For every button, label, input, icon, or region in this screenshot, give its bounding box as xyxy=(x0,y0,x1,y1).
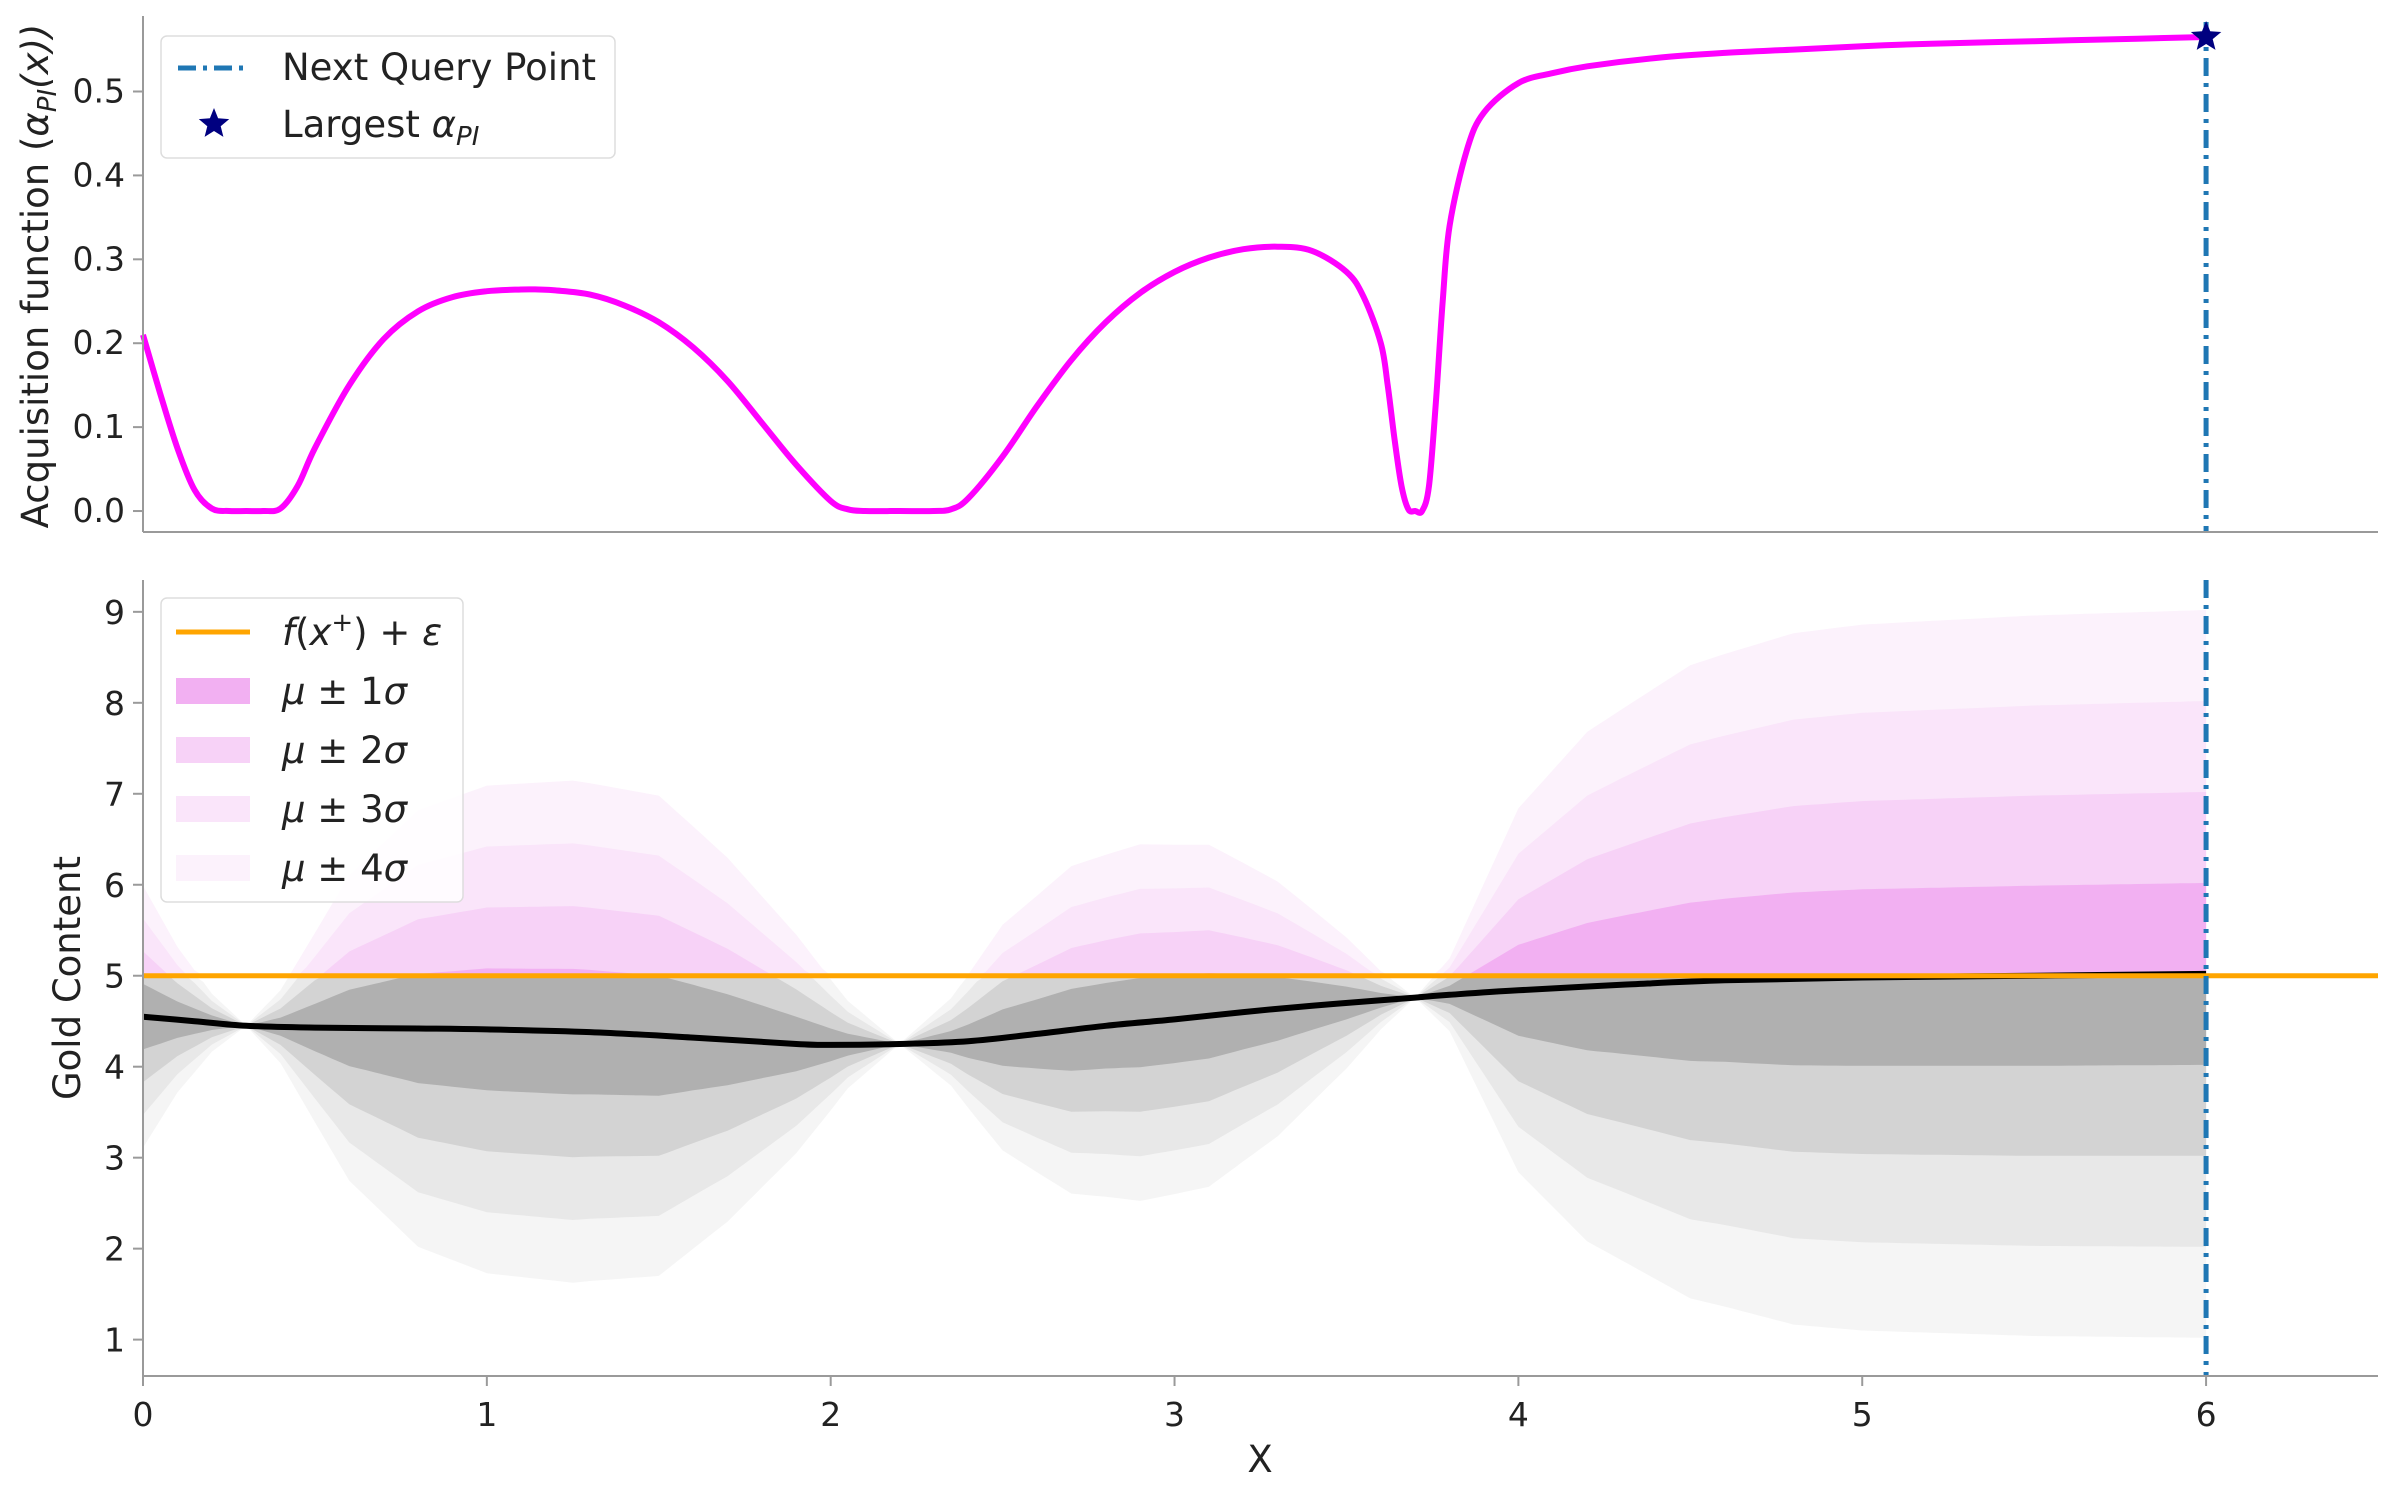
acquisition-y-tick-label: 0.4 xyxy=(73,155,125,194)
acquisition-plot-area xyxy=(140,21,2222,532)
legend-band2-swatch xyxy=(176,737,250,763)
posterior-y-tick-label: 4 xyxy=(104,1048,125,1087)
acquisition-curve xyxy=(140,34,2207,516)
posterior-y-tick-label: 9 xyxy=(104,593,125,632)
acquisition-y-tick-label: 0.2 xyxy=(73,323,125,362)
posterior-x-tick-label: 2 xyxy=(820,1395,841,1434)
legend-band2-label: μ ± 2σ xyxy=(281,729,409,772)
posterior-y-tick-label: 7 xyxy=(104,775,125,814)
legend-largest-alpha-label: Largest αPI xyxy=(282,103,479,152)
posterior-y-tick-label: 5 xyxy=(104,957,125,996)
acquisition-y-tick-label: 0.3 xyxy=(73,239,125,278)
posterior-x-tick-label: 5 xyxy=(1852,1395,1873,1434)
posterior-legend: f(x+) + ε μ ± 1σ μ ± 2σ μ ± 3σ μ ± 4σ xyxy=(160,597,464,903)
legend-band3-label: μ ± 3σ xyxy=(281,788,409,831)
posterior-uncertainty-bands xyxy=(143,610,2207,1338)
posterior-mean-line xyxy=(142,970,2207,1048)
posterior-x-tick-label: 1 xyxy=(476,1395,497,1434)
legend-band4-swatch xyxy=(176,855,250,881)
posterior-y-axis-label: Gold Content xyxy=(46,856,89,1100)
posterior-x-tick-label: 6 xyxy=(2196,1395,2217,1434)
posterior-y-tick-label: 6 xyxy=(104,866,125,905)
posterior-y-tick-label: 8 xyxy=(104,684,125,723)
posterior-legend-box xyxy=(160,597,464,903)
posterior-plot-lines xyxy=(142,580,2378,1376)
legend-band1-label: μ ± 1σ xyxy=(281,670,409,713)
posterior-x-tick-label: 0 xyxy=(133,1395,154,1434)
acquisition-y-axis-label: Acquisition function (αPI(x)) xyxy=(14,24,63,529)
acquisition-y-tick-label: 0.5 xyxy=(73,72,125,111)
legend-threshold-label: f(x+) + ε xyxy=(282,608,442,654)
legend-band1-swatch xyxy=(176,678,250,704)
posterior-x-ticks: 0 1 2 3 4 5 6 xyxy=(133,1376,2217,1434)
band-below-threshold-1sigma xyxy=(143,975,2207,1096)
acquisition-legend-box xyxy=(160,35,616,159)
posterior-x-tick-label: 4 xyxy=(1508,1395,1529,1434)
posterior-y-tick-label: 3 xyxy=(104,1139,125,1178)
acquisition-y-ticks: 0.0 0.1 0.2 0.3 0.4 0.5 xyxy=(73,72,143,530)
legend-next-query-label: Next Query Point xyxy=(282,46,596,89)
legend-band4-label: μ ± 4σ xyxy=(281,847,409,890)
legend-star-icon xyxy=(198,108,230,137)
largest-alpha-star-marker xyxy=(2190,21,2222,50)
posterior-x-tick-label: 3 xyxy=(1164,1395,1185,1434)
acquisition-legend: Next Query Point Largest αPI xyxy=(160,35,616,159)
posterior-y-tick-label: 1 xyxy=(104,1321,125,1360)
acquisition-panel: 0.0 0.1 0.2 0.3 0.4 0.5 Acquisition function … xyxy=(14,16,2378,533)
band-above-threshold-1sigma xyxy=(143,882,2207,976)
acquisition-y-tick-label: 0.0 xyxy=(73,491,125,530)
posterior-y-ticks: 1 2 3 4 5 6 7 8 9 xyxy=(104,593,143,1360)
posterior-y-tick-label: 2 xyxy=(104,1230,125,1269)
legend-band3-swatch xyxy=(176,796,250,822)
acquisition-y-tick-label: 0.1 xyxy=(73,407,125,446)
posterior-x-axis-label: X xyxy=(1247,1438,1272,1481)
